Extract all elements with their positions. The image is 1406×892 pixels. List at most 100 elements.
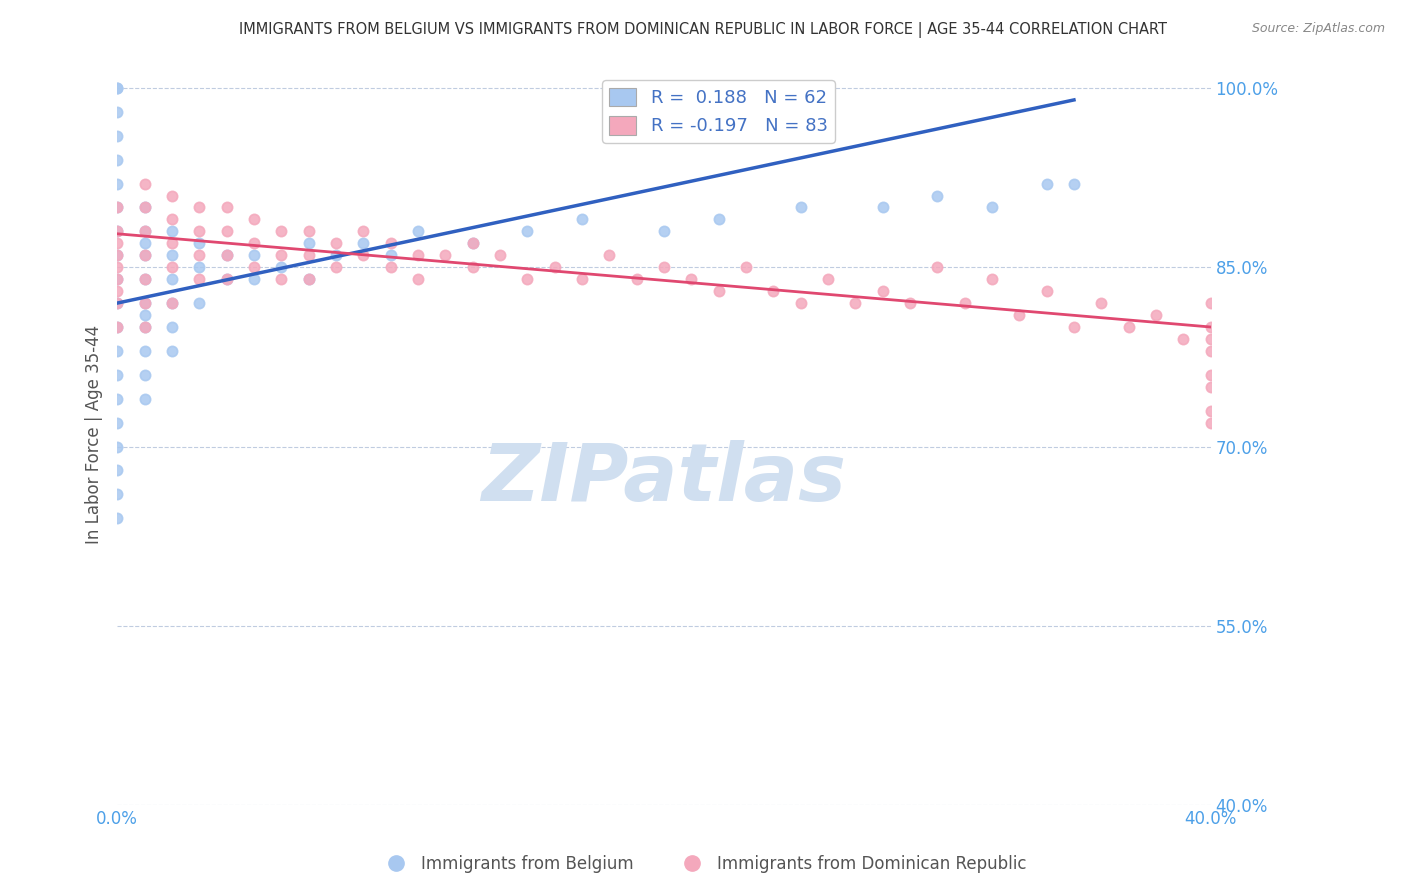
Point	[571, 212, 593, 227]
Point	[105, 177, 128, 191]
Point	[516, 224, 538, 238]
Point	[105, 296, 128, 310]
Point	[105, 320, 128, 334]
Point	[215, 248, 238, 262]
Point	[817, 272, 839, 286]
Point	[134, 236, 156, 251]
Point	[1035, 177, 1057, 191]
Point	[406, 272, 429, 286]
Point	[134, 248, 156, 262]
Point	[626, 272, 648, 286]
Point	[352, 248, 374, 262]
Point	[105, 272, 128, 286]
Point	[105, 296, 128, 310]
Point	[270, 272, 292, 286]
Point	[406, 224, 429, 238]
Point	[270, 248, 292, 262]
Point	[134, 272, 156, 286]
Point	[160, 296, 183, 310]
Point	[160, 343, 183, 358]
Point	[160, 188, 183, 202]
Point	[325, 236, 347, 251]
Point	[188, 248, 211, 262]
Point	[297, 224, 319, 238]
Point	[707, 212, 730, 227]
Legend: Immigrants from Belgium, Immigrants from Dominican Republic: Immigrants from Belgium, Immigrants from…	[373, 848, 1033, 880]
Point	[325, 248, 347, 262]
Point	[134, 320, 156, 334]
Point	[844, 296, 866, 310]
Point	[105, 81, 128, 95]
Point	[297, 236, 319, 251]
Point	[927, 260, 949, 275]
Point	[105, 201, 128, 215]
Point	[352, 224, 374, 238]
Point	[134, 343, 156, 358]
Point	[105, 260, 128, 275]
Point	[160, 260, 183, 275]
Point	[188, 224, 211, 238]
Point	[105, 440, 128, 454]
Point	[872, 201, 894, 215]
Point	[1199, 343, 1222, 358]
Point	[243, 212, 266, 227]
Point	[134, 272, 156, 286]
Point	[105, 224, 128, 238]
Point	[134, 177, 156, 191]
Point	[543, 260, 565, 275]
Point	[297, 248, 319, 262]
Point	[1199, 296, 1222, 310]
Point	[981, 201, 1004, 215]
Point	[134, 224, 156, 238]
Point	[789, 201, 811, 215]
Point	[516, 272, 538, 286]
Point	[105, 511, 128, 525]
Point	[352, 236, 374, 251]
Point	[160, 248, 183, 262]
Point	[297, 272, 319, 286]
Text: ZIPatlas: ZIPatlas	[481, 440, 846, 518]
Point	[380, 236, 402, 251]
Point	[105, 224, 128, 238]
Point	[461, 236, 484, 251]
Point	[215, 201, 238, 215]
Point	[160, 296, 183, 310]
Point	[571, 272, 593, 286]
Point	[188, 260, 211, 275]
Point	[681, 272, 703, 286]
Point	[380, 248, 402, 262]
Point	[105, 392, 128, 406]
Point	[105, 284, 128, 298]
Point	[105, 320, 128, 334]
Point	[1199, 368, 1222, 382]
Point	[105, 248, 128, 262]
Point	[461, 260, 484, 275]
Point	[105, 128, 128, 143]
Point	[707, 284, 730, 298]
Point	[1035, 284, 1057, 298]
Point	[1199, 380, 1222, 394]
Point	[325, 260, 347, 275]
Point	[461, 236, 484, 251]
Point	[188, 236, 211, 251]
Point	[215, 248, 238, 262]
Point	[134, 308, 156, 322]
Point	[1199, 320, 1222, 334]
Point	[243, 236, 266, 251]
Legend: R =  0.188   N = 62, R = -0.197   N = 83: R = 0.188 N = 62, R = -0.197 N = 83	[602, 80, 835, 143]
Point	[134, 296, 156, 310]
Point	[1199, 332, 1222, 346]
Point	[489, 248, 512, 262]
Point	[953, 296, 976, 310]
Point	[105, 236, 128, 251]
Point	[215, 272, 238, 286]
Point	[872, 284, 894, 298]
Point	[898, 296, 921, 310]
Point	[735, 260, 758, 275]
Point	[134, 201, 156, 215]
Point	[762, 284, 785, 298]
Point	[105, 104, 128, 119]
Text: Source: ZipAtlas.com: Source: ZipAtlas.com	[1251, 22, 1385, 36]
Point	[105, 81, 128, 95]
Point	[134, 224, 156, 238]
